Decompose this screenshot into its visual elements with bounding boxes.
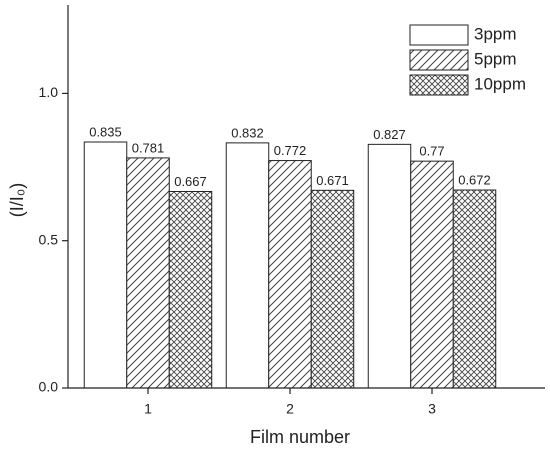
legend-label: 5ppm bbox=[474, 49, 517, 68]
value-label: 0.827 bbox=[373, 127, 406, 142]
value-label: 0.772 bbox=[274, 143, 307, 158]
legend-swatch bbox=[409, 49, 469, 71]
x-tick-label: 2 bbox=[286, 401, 294, 417]
bar bbox=[225, 142, 270, 389]
bar bbox=[168, 190, 213, 389]
bar bbox=[452, 189, 497, 389]
bar bbox=[126, 157, 170, 389]
value-label: 0.832 bbox=[231, 125, 264, 140]
y-tick-label: 1.0 bbox=[39, 84, 59, 100]
x-tick-label: 3 bbox=[428, 401, 436, 417]
value-label: 0.835 bbox=[89, 124, 122, 139]
x-tick-label: 1 bbox=[144, 401, 152, 417]
x-axis-label: Film number bbox=[250, 427, 350, 447]
value-label: 0.77 bbox=[419, 144, 444, 159]
value-label: 0.667 bbox=[174, 174, 207, 189]
legend-label: 10ppm bbox=[474, 74, 526, 93]
bar bbox=[83, 141, 128, 389]
value-label: 0.781 bbox=[132, 140, 165, 155]
y-tick-label: 0.0 bbox=[39, 379, 59, 395]
y-axis-label: (I/I₀) bbox=[7, 183, 27, 217]
bar bbox=[410, 160, 454, 389]
bar bbox=[310, 189, 355, 389]
legend-swatch bbox=[409, 74, 469, 96]
legend-label: 3ppm bbox=[474, 24, 517, 43]
legend-swatch bbox=[409, 24, 469, 46]
value-label: 0.672 bbox=[458, 172, 491, 187]
value-label: 0.671 bbox=[316, 173, 349, 188]
bar bbox=[268, 160, 312, 389]
y-tick-label: 0.5 bbox=[39, 231, 59, 247]
bar bbox=[367, 143, 412, 389]
